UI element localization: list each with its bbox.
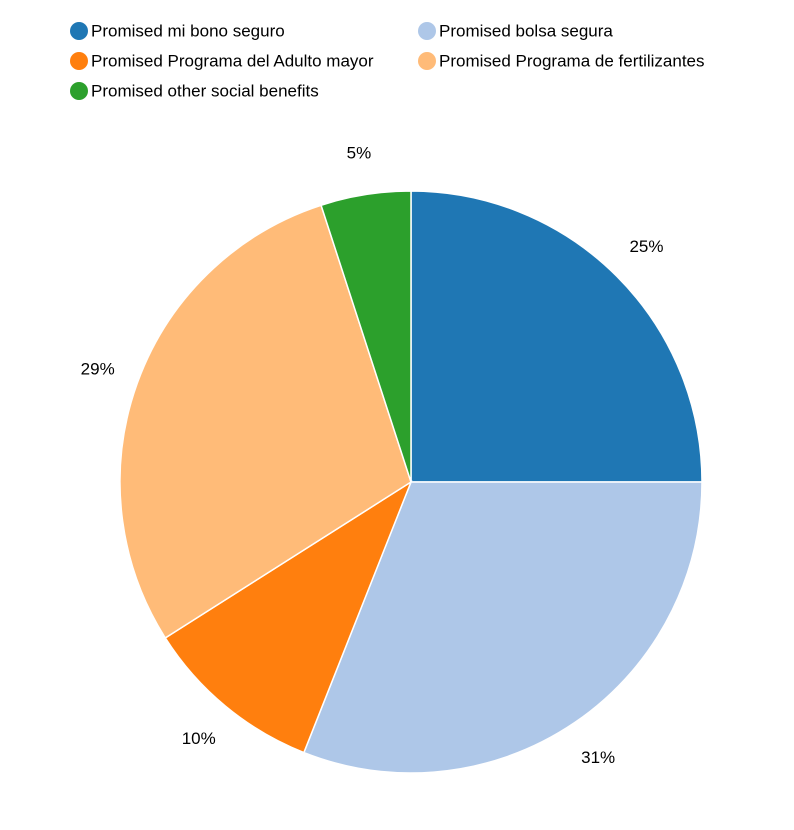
pie-label-promised-programa-del-adulto-mayor: 10% xyxy=(182,729,216,748)
pie-label-promised-mi-bono-seguro: 25% xyxy=(629,237,663,256)
legend-label: Promised other social benefits xyxy=(91,82,319,101)
pie-slice-promised-other-social-benefits xyxy=(320,190,412,483)
legend-swatch xyxy=(70,82,88,100)
legend-item-promised-programa-de-fertilizantes: Promised Programa de fertilizantes xyxy=(418,52,705,71)
pie-labels: 25% 31% 10% 29% 5% xyxy=(81,144,664,767)
legend-item-promised-programa-del-adulto-mayor: Promised Programa del Adulto mayor xyxy=(70,52,374,71)
legend-swatch xyxy=(70,22,88,40)
legend-swatch xyxy=(418,52,436,70)
pie-slice-promised-bolsa-segura xyxy=(302,481,703,774)
legend-item-promised-bolsa-segura: Promised bolsa segura xyxy=(418,22,613,41)
legend-item-promised-mi-bono-seguro: Promised mi bono seguro xyxy=(70,22,285,41)
pie-label-promised-other-social-benefits: 5% xyxy=(347,144,372,163)
pie-slices xyxy=(119,190,703,774)
legend-label: Promised bolsa segura xyxy=(439,22,613,41)
legend-label: Promised Programa del Adulto mayor xyxy=(91,52,374,71)
legend: Promised mi bono seguro Promised bolsa se… xyxy=(70,22,705,101)
legend-label: Promised mi bono seguro xyxy=(91,22,285,41)
pie-label-promised-bolsa-segura: 31% xyxy=(581,748,615,767)
legend-item-promised-other-social-benefits: Promised other social benefits xyxy=(70,82,319,101)
legend-swatch xyxy=(70,52,88,70)
pie-slice-promised-programa-de-fertilizantes xyxy=(119,204,412,639)
pie-slice-promised-programa-del-adulto-mayor xyxy=(164,480,413,754)
pie-label-promised-programa-de-fertilizantes: 29% xyxy=(81,360,115,379)
legend-swatch xyxy=(418,22,436,40)
pie-slice-promised-mi-bono-seguro xyxy=(410,190,703,483)
legend-label: Promised Programa de fertilizantes xyxy=(439,52,705,71)
